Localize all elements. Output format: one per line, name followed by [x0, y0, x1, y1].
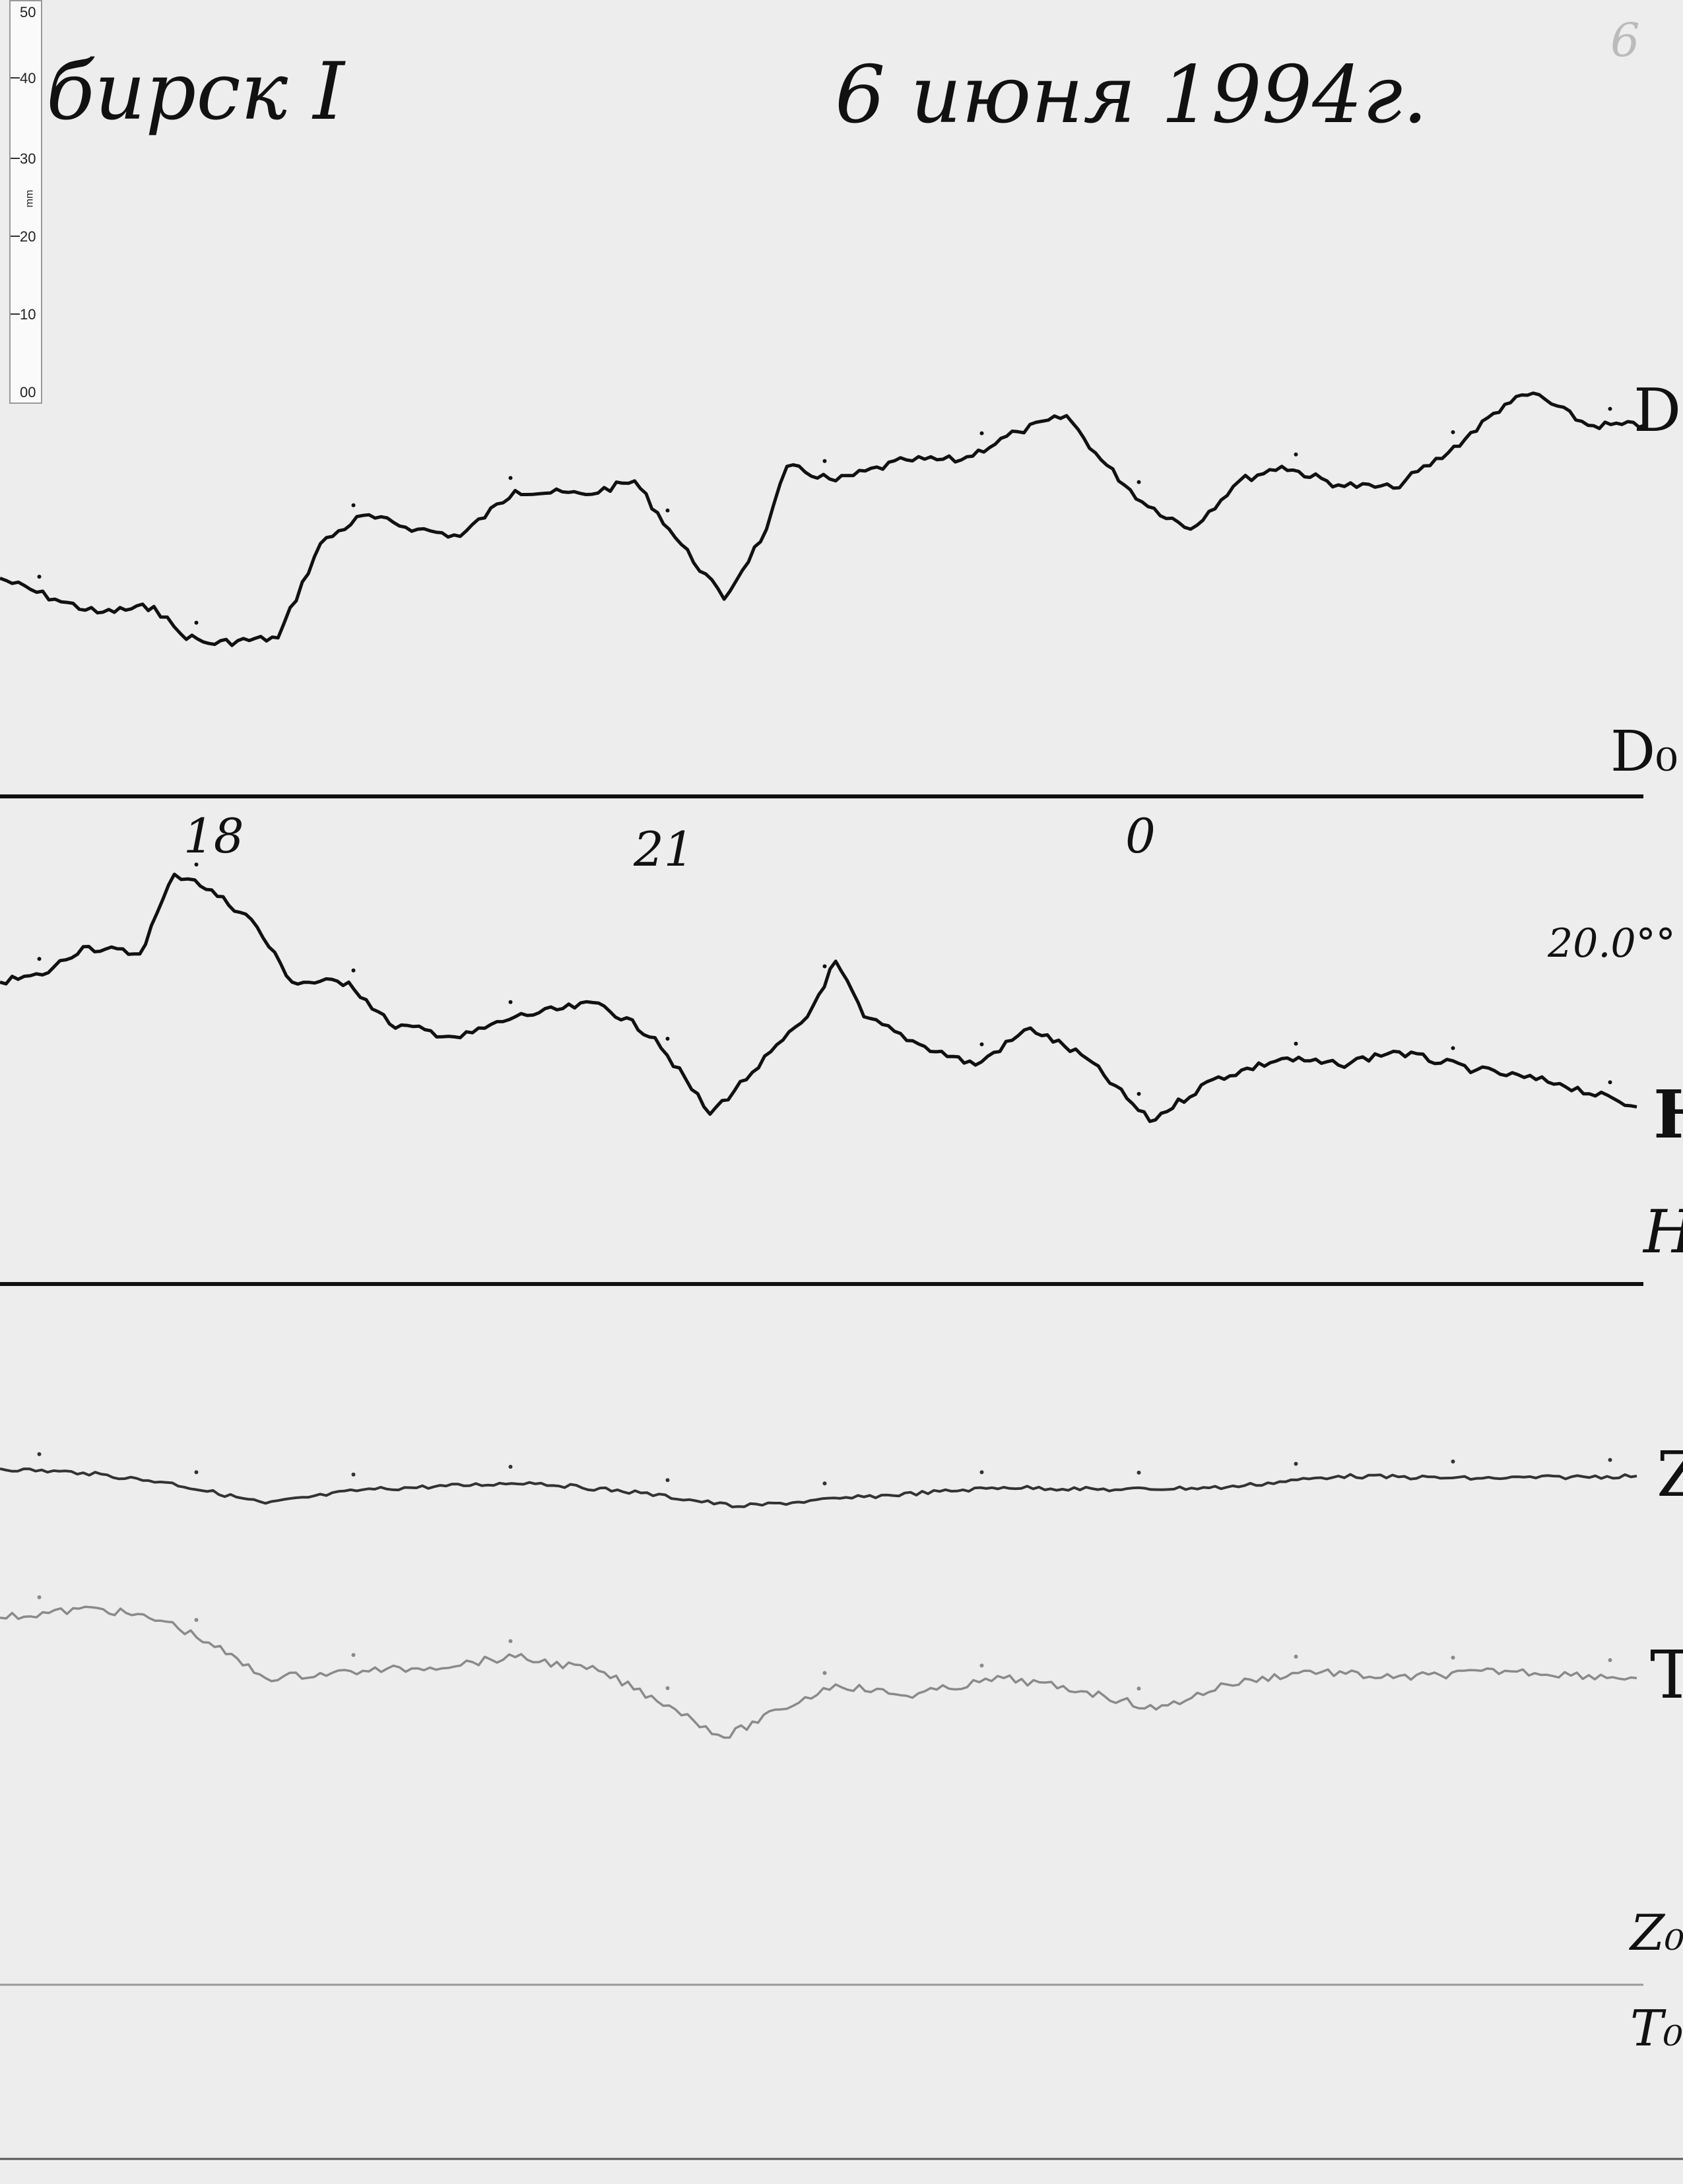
hour-mark-t [822, 1671, 827, 1675]
hour-mark-z [822, 1481, 827, 1486]
trace-t [0, 1605, 1637, 1739]
ruler-label: 40 [20, 70, 36, 86]
x-tick-label-0: 0 [1125, 808, 1156, 864]
hour-mark-z [351, 1472, 356, 1477]
hour-mark-d [822, 459, 827, 463]
x-tick-label-18: 18 [183, 808, 244, 864]
hour-mark-d [194, 620, 199, 625]
hour-mark-z [665, 1478, 670, 1483]
hour-mark-z [1608, 1458, 1612, 1462]
hour-mark-d [979, 431, 984, 435]
hour-mark-d [1137, 480, 1141, 484]
hour-mark-h [979, 1042, 984, 1046]
baseline-label-z0: Z₀ [1630, 1904, 1683, 1962]
hour-mark-t [1294, 1654, 1298, 1659]
baseline-label-d0: D₀ [1610, 719, 1678, 785]
hour-mark-z [1451, 1460, 1455, 1463]
hour-mark-h [822, 964, 827, 969]
hour-mark-t [351, 1653, 356, 1657]
hour-mark-d [37, 575, 42, 579]
series-label-t: T [1650, 1636, 1683, 1714]
hour-mark-d [1451, 430, 1455, 434]
ruler-label: 20 [20, 228, 36, 245]
hour-mark-z [194, 1470, 199, 1475]
hour-mark-t [665, 1686, 670, 1690]
hour-mark-t [194, 1618, 199, 1622]
ruler-label: 00 [20, 384, 36, 401]
hour-mark-d [1608, 406, 1612, 411]
hour-mark-t [1608, 1658, 1612, 1662]
series-label-d: D [1634, 376, 1682, 445]
scale-note: 20.0°° [1548, 920, 1676, 967]
hour-mark-t [979, 1663, 984, 1668]
hour-mark-z [37, 1452, 42, 1456]
hour-mark-d [351, 503, 356, 507]
baseline-label-t0: T₀ [1630, 1999, 1683, 2057]
hour-mark-h [351, 968, 356, 973]
ruler-tick [11, 77, 20, 79]
series-label-z: Z [1657, 1438, 1683, 1511]
trace-z [0, 1467, 1637, 1508]
ruler-label: 50 [20, 4, 36, 20]
hour-mark-z [1294, 1461, 1298, 1466]
ruler-tick [11, 236, 20, 237]
hour-mark-h [194, 862, 199, 867]
ruler-tick [11, 158, 20, 159]
hour-mark-t [1137, 1686, 1141, 1691]
hour-mark-d [508, 476, 513, 480]
hour-mark-t [37, 1595, 42, 1599]
baseline-label-h0: H₀ [1643, 1198, 1683, 1267]
hour-mark-z [979, 1470, 984, 1475]
station-name: бирск I [46, 46, 345, 138]
ruler-label: 30 [20, 150, 36, 167]
hour-mark-h [1608, 1080, 1612, 1085]
hour-mark-h [1451, 1046, 1455, 1050]
mm-ruler: 50 40 30 20 10 00 mm [9, 0, 42, 404]
hour-mark-h [37, 957, 42, 961]
hour-mark-h [665, 1037, 670, 1041]
hour-mark-z [508, 1465, 513, 1469]
trace-h [0, 872, 1637, 1124]
sheet-number: 6 [1610, 13, 1640, 67]
trace-d [0, 391, 1645, 647]
hour-mark-z [1137, 1470, 1141, 1475]
series-label-h: H [1653, 1076, 1683, 1153]
hour-mark-d [665, 508, 670, 513]
hour-mark-d [1294, 452, 1298, 457]
hour-mark-t [1451, 1655, 1455, 1660]
ruler-tick [11, 313, 20, 315]
hour-mark-h [508, 1000, 513, 1004]
record-date: 6 июня 1994г. [835, 49, 1428, 141]
ruler-label: 10 [20, 306, 36, 323]
hour-mark-t [508, 1639, 513, 1644]
x-tick-label-21: 21 [634, 821, 694, 877]
hour-mark-h [1294, 1041, 1298, 1046]
hour-mark-h [1137, 1091, 1141, 1096]
